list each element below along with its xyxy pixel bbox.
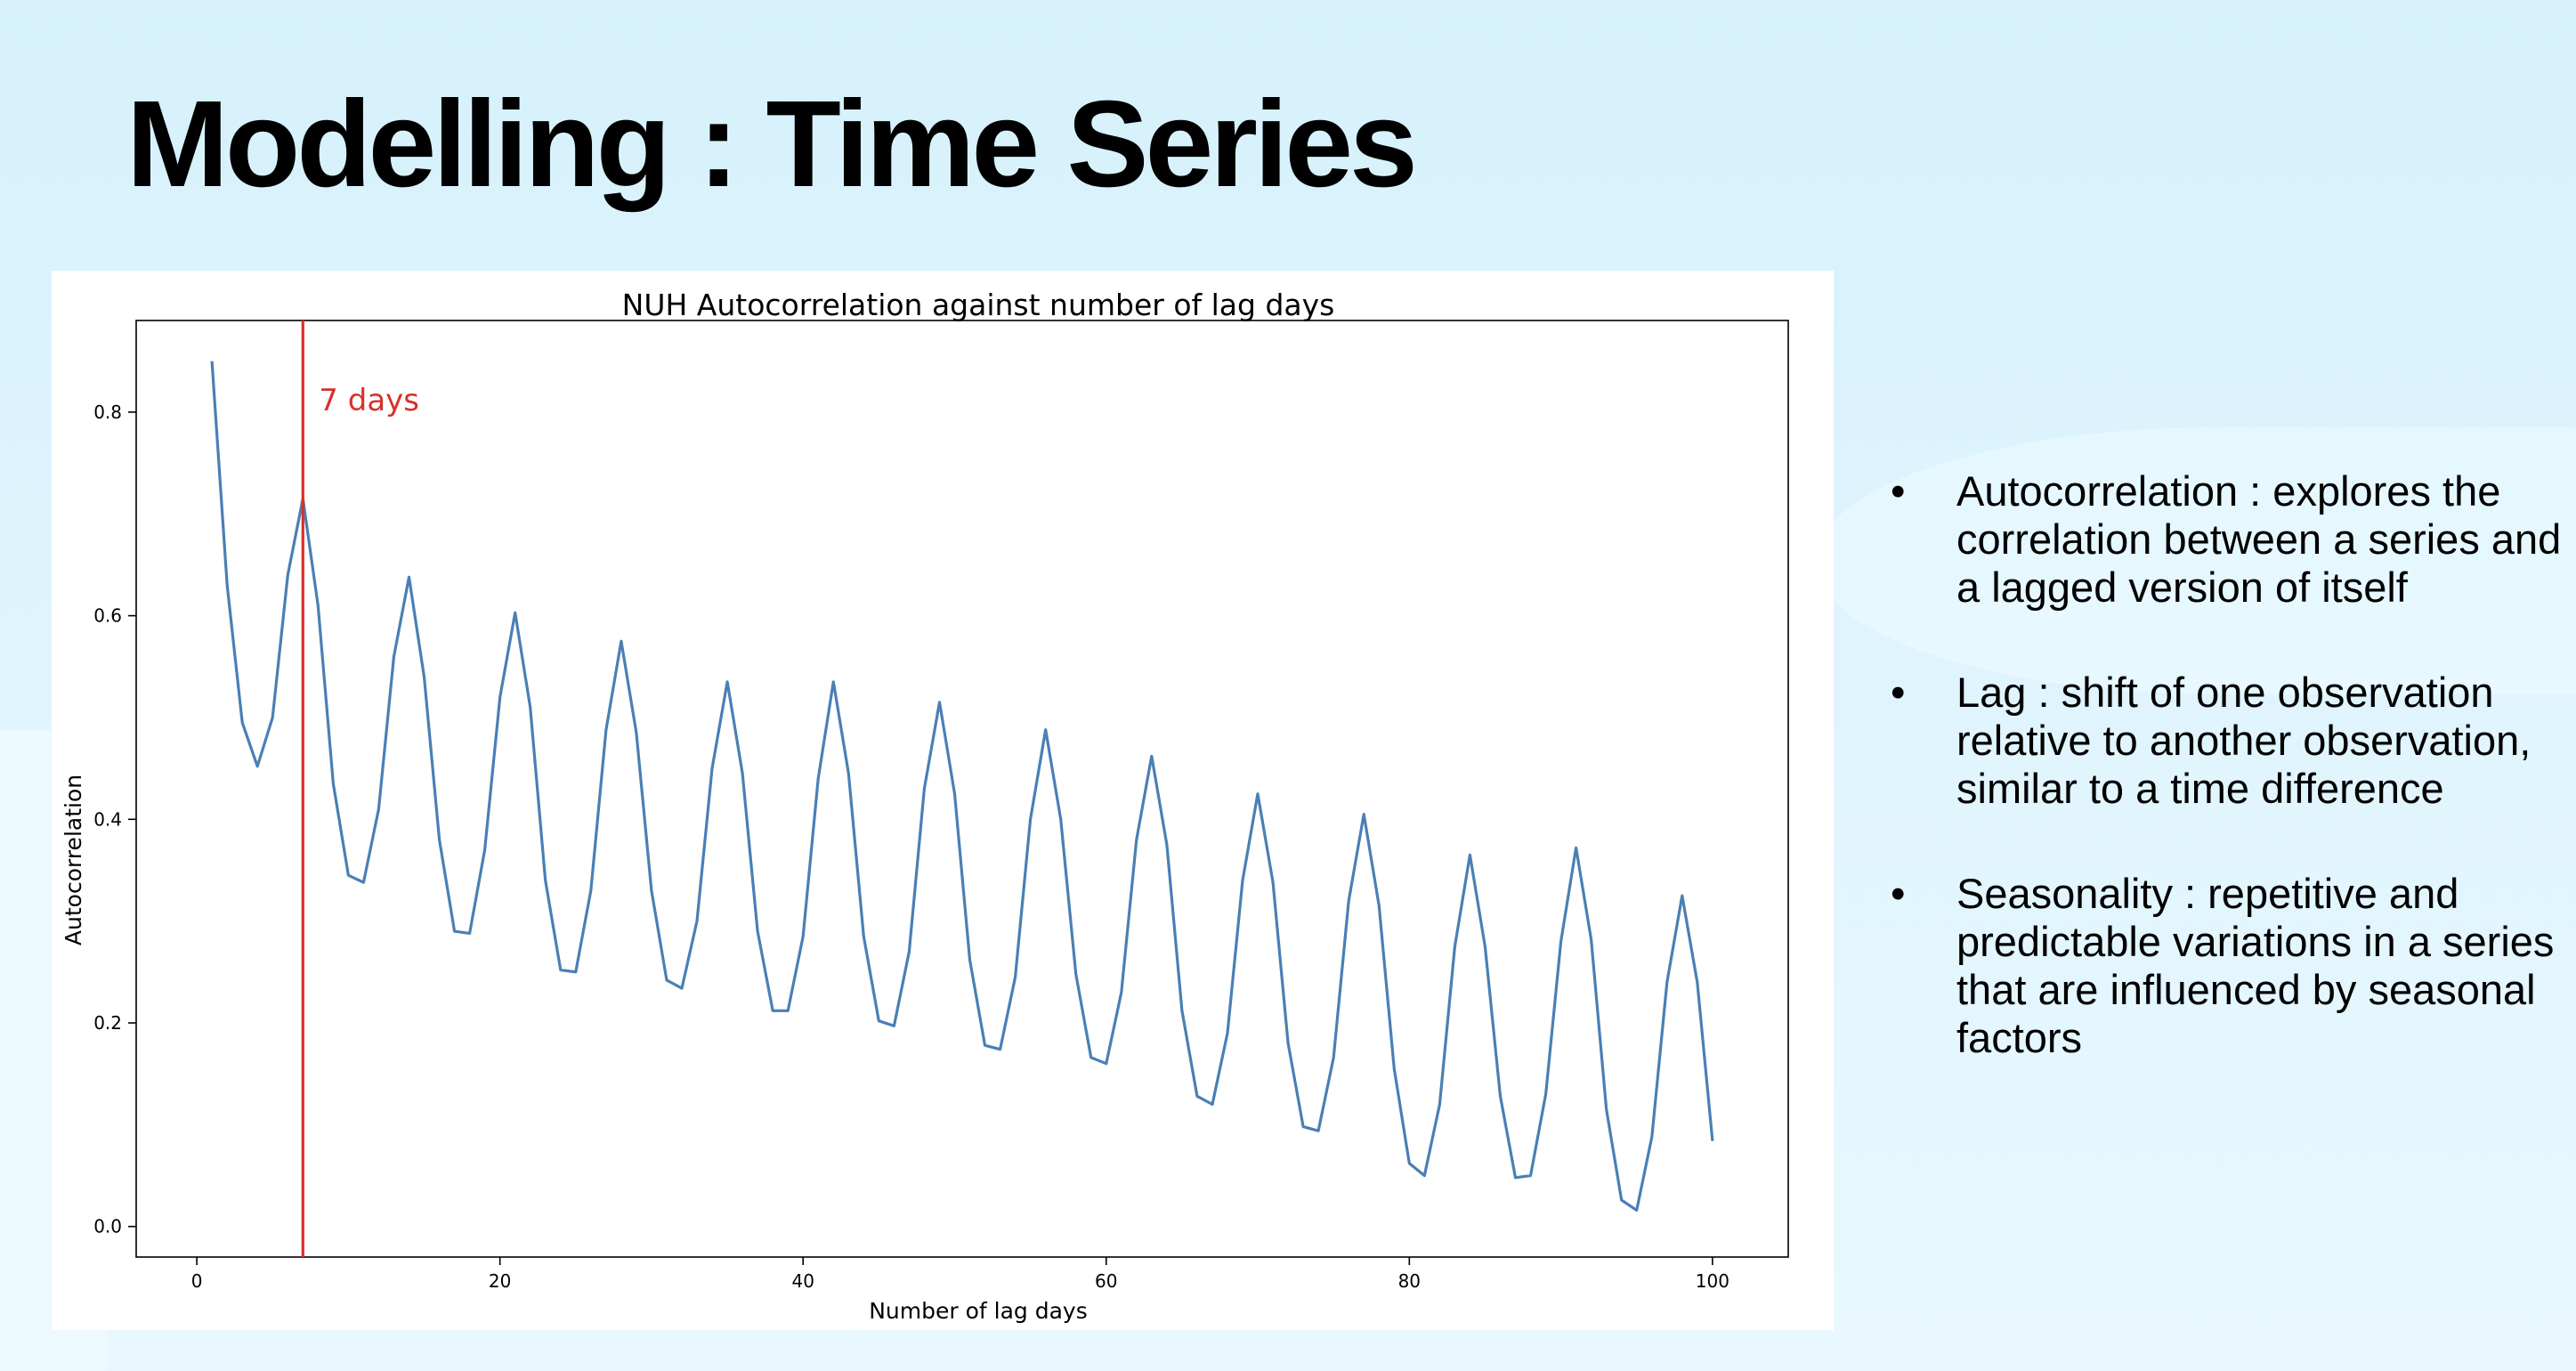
lag-7-marker-label: 7 days: [319, 383, 419, 418]
x-tick-label: 40: [791, 1270, 814, 1292]
chart-title: NUH Autocorrelation against number of la…: [622, 288, 1335, 322]
x-axis-label: Number of lag days: [869, 1298, 1088, 1324]
y-tick-label: 0.4: [93, 808, 122, 830]
bullet-text: Seasonality : repetitive and predictable…: [1956, 870, 2555, 1061]
bullet-dot-icon: •: [1891, 870, 1906, 917]
bullet-dot-icon: •: [1891, 669, 1906, 716]
x-tick-label: 100: [1696, 1270, 1729, 1292]
autocorrelation-series-line: [210, 361, 1714, 1213]
y-tick-label: 0.6: [93, 605, 122, 627]
bullet-text: Autocorrelation : explores the correlati…: [1956, 467, 2562, 611]
plot-frame: [135, 320, 1789, 1258]
x-tick-label: 60: [1095, 1270, 1117, 1292]
x-tick-label: 0: [191, 1270, 203, 1292]
slide-title: Modelling : Time Series: [126, 76, 1418, 213]
bullet-text: Lag : shift of one observation relative …: [1956, 669, 2531, 812]
bullet-item: • Autocorrelation : explores the correlat…: [1891, 467, 2567, 612]
bullet-dot-icon: •: [1891, 467, 1906, 515]
background-wave: [1816, 427, 2576, 694]
bullet-item: • Lag : shift of one observation relative…: [1891, 669, 2567, 813]
y-axis-label: Autocorrelation: [61, 775, 86, 945]
x-tick-label: 20: [489, 1270, 511, 1292]
plot-area: 0 20 40 60 80 100 0.0 0.2 0.4 0.6 0.8 7 days: [93, 320, 1789, 1292]
y-tick-label: 0.2: [93, 1012, 122, 1034]
bullet-list: • Autocorrelation : explores the correlat…: [1891, 467, 2567, 1119]
x-tick-label: 80: [1398, 1270, 1421, 1292]
autocorrelation-chart: NUH Autocorrelation against number of la…: [61, 288, 1789, 1324]
chart-panel: NUH Autocorrelation against number of la…: [52, 271, 1834, 1330]
y-tick-label: 0.8: [93, 402, 122, 423]
bullet-item: • Seasonality : repetitive and predictabl…: [1891, 870, 2567, 1062]
y-tick-label: 0.0: [93, 1216, 122, 1237]
